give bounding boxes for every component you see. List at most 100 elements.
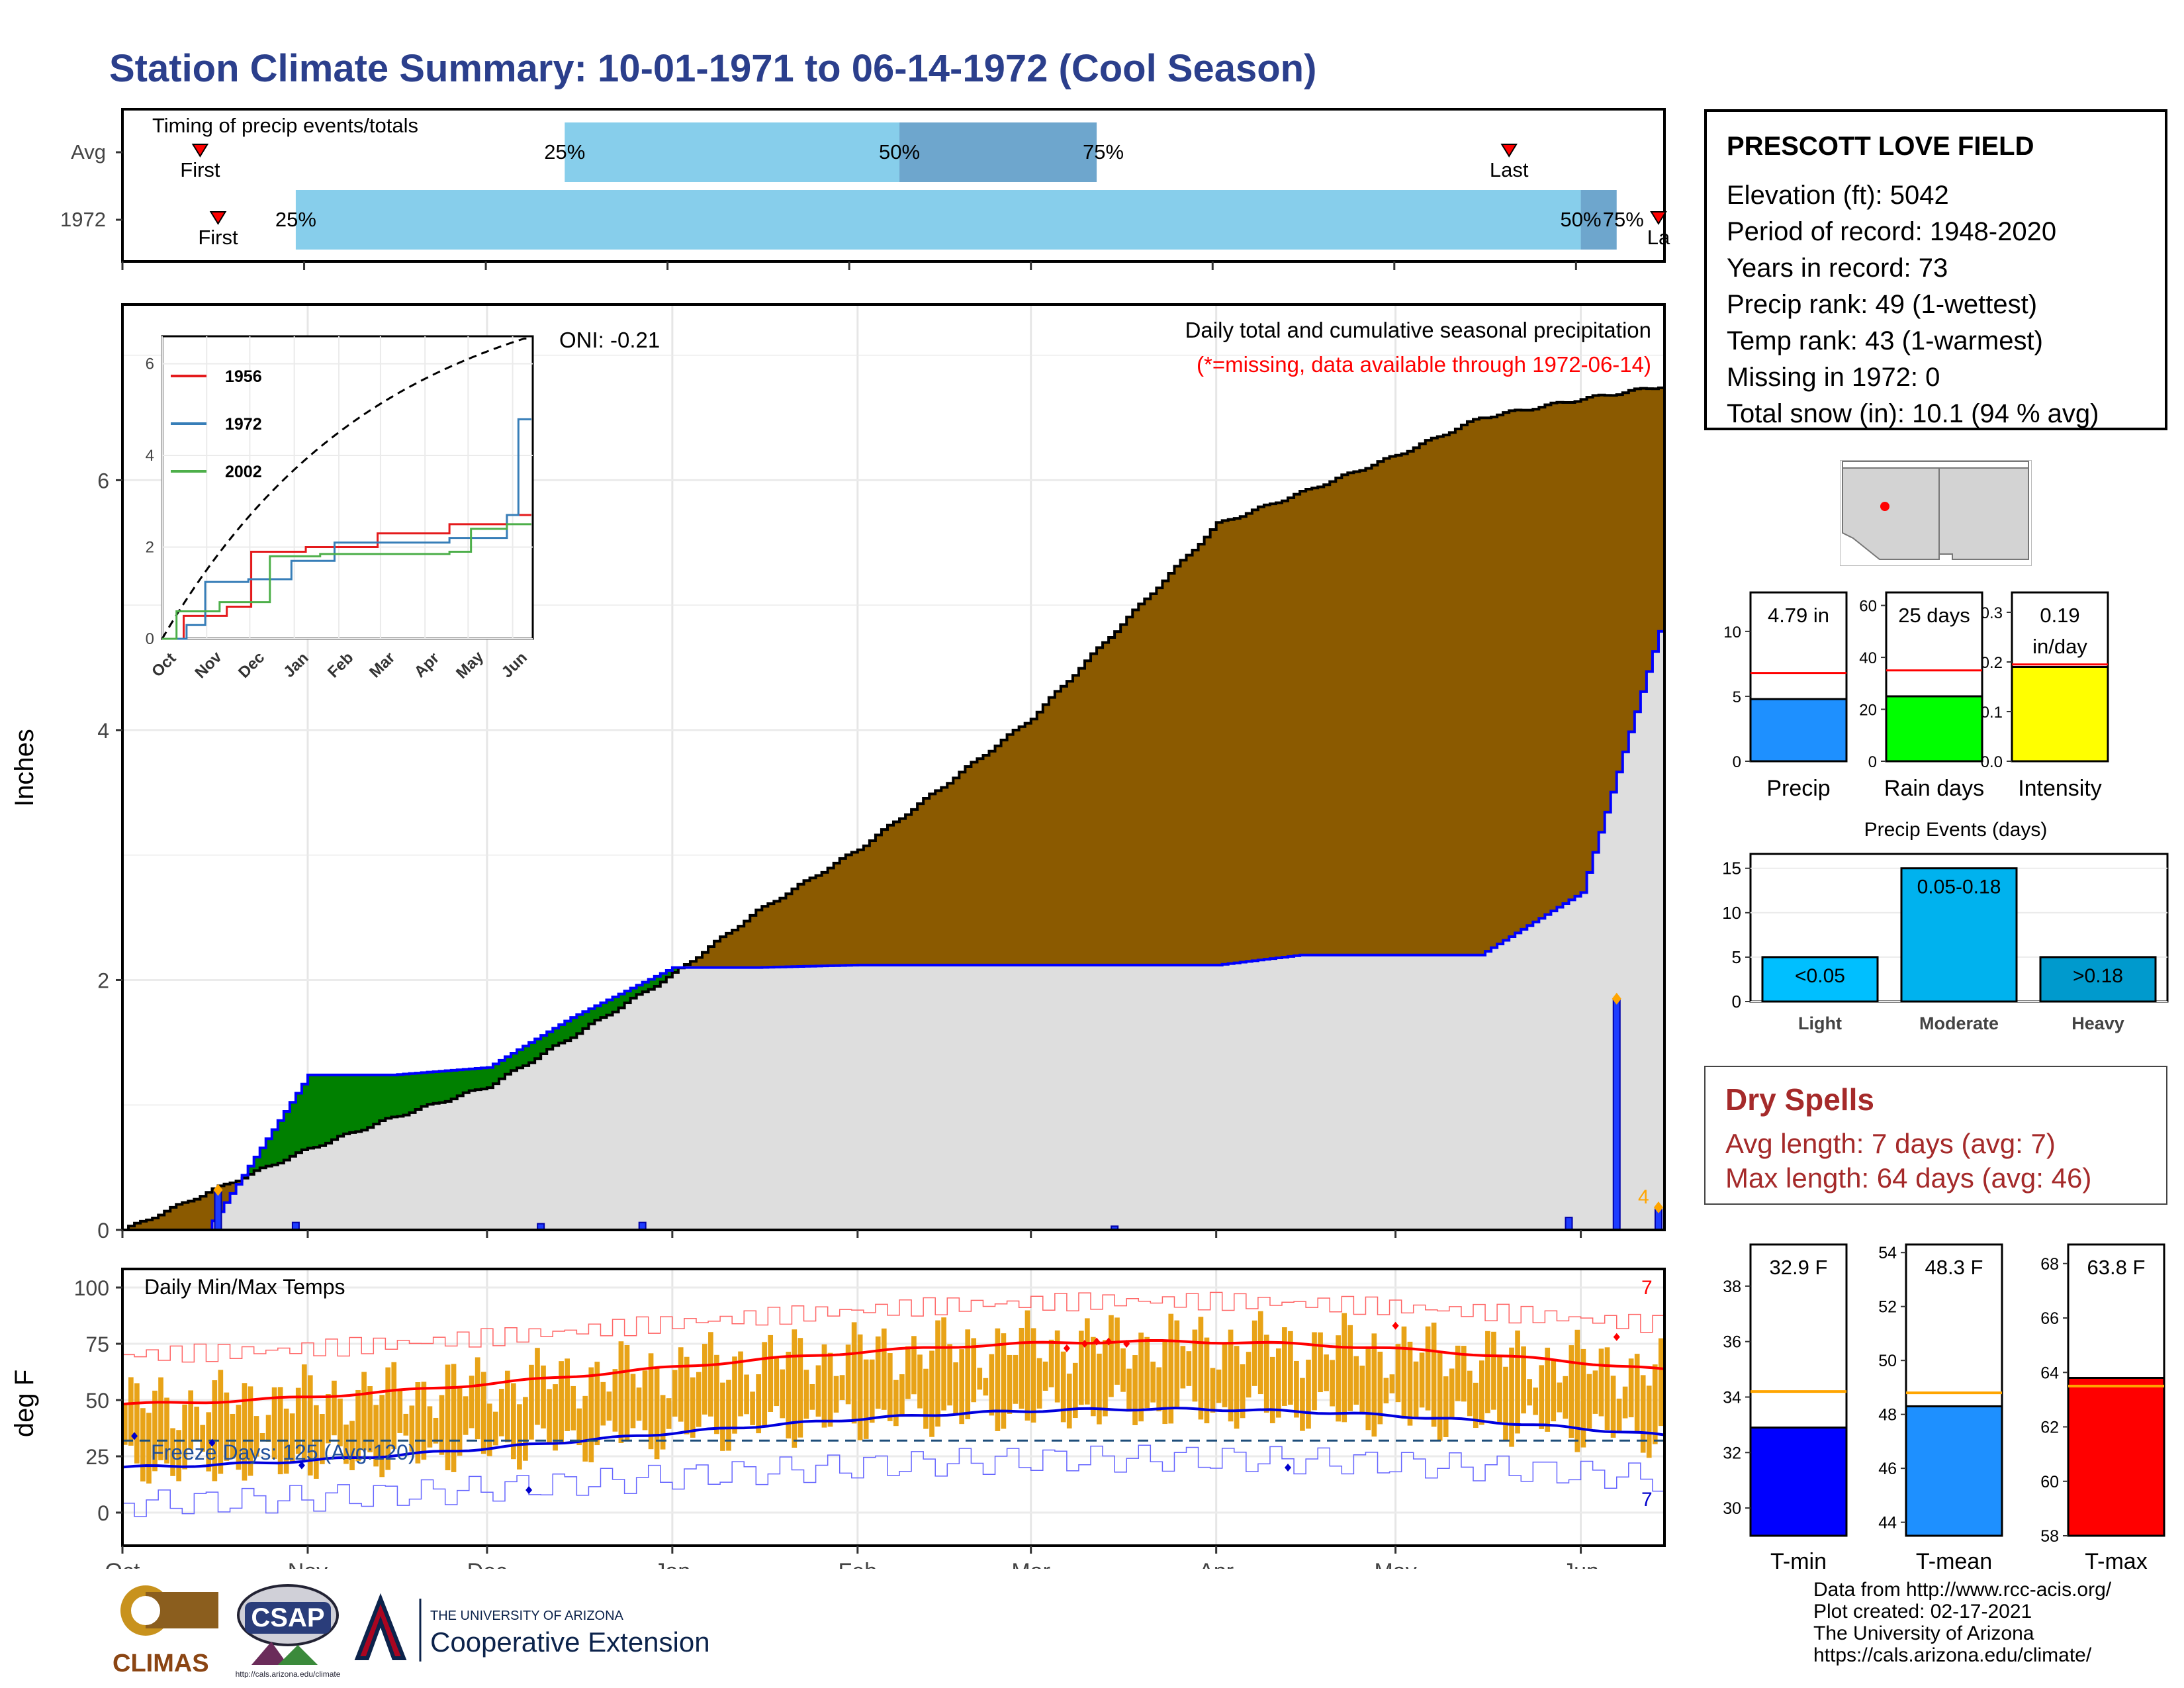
daily-temp-bar: [218, 1370, 224, 1474]
daily-temp-bar: [1240, 1364, 1246, 1419]
inset-frame: [161, 335, 534, 640]
daily-temp-bar: [1551, 1360, 1557, 1422]
csap-mountain: [251, 1642, 288, 1665]
daily-temp-bar: [863, 1359, 869, 1439]
station-temp-rank: Temp rank: 43 (1-warmest): [1727, 326, 2043, 355]
daily-temp-bar: [504, 1370, 510, 1442]
daily-temp-bar: [469, 1376, 475, 1429]
summary-value-label: 0.19: [2040, 604, 2079, 627]
daily-temp-bar: [1347, 1325, 1353, 1411]
daily-temp-bar: [547, 1389, 552, 1443]
timing-q25-label: 25%: [544, 140, 585, 164]
footer-line-org: The University of Arizona: [1813, 1622, 2034, 1644]
daily-temp-bar: [690, 1377, 696, 1438]
daily-temp-bar: [1168, 1313, 1174, 1424]
daily-temp-bar: [224, 1392, 230, 1461]
main-ytick-label: 0: [97, 1219, 109, 1243]
daily-precip-marker: [1653, 1201, 1663, 1214]
daily-temp-bar: [1263, 1335, 1269, 1413]
record-max-count: 7: [1641, 1277, 1653, 1299]
daily-temp-bar: [600, 1382, 606, 1426]
record-max-line: [122, 1291, 1665, 1363]
daily-temp-bar: [750, 1391, 755, 1425]
summary-category-label: Precip: [1766, 776, 1830, 801]
temp-summary-bars: 30 32 34 36 38 32.9 F T-min 44 46 48 50 52 54 48.3 F T…: [1723, 1243, 2165, 1574]
daily-temp-bar: [301, 1364, 307, 1462]
daily-temp-bar: [1126, 1368, 1132, 1412]
events-bar: [1900, 867, 2018, 1003]
temp-ytick-label: 25: [85, 1445, 109, 1469]
daily-temp-bar: [1455, 1345, 1461, 1401]
daily-temp-bar: [1634, 1354, 1640, 1433]
daily-temp-bar: [989, 1354, 995, 1416]
timing-bar-q50-q75: [1580, 190, 1617, 250]
summary-value-label: 25 days: [1898, 604, 1970, 627]
daily-temp-bar: [720, 1382, 725, 1451]
daily-temp-bar: [475, 1357, 480, 1440]
daily-temp-bar: [905, 1346, 911, 1399]
daily-temp-bar: [1269, 1356, 1275, 1424]
daily-temp-bar: [714, 1354, 719, 1434]
ua-logo: THE UNIVERSITY OF ARIZONA Cooperative Ex…: [354, 1593, 710, 1662]
summary-tick-label: 60: [1859, 598, 1877, 616]
daily-temp-bar: [959, 1349, 965, 1425]
inset-line-2002: [162, 523, 531, 640]
inset-ytick-label: 0: [146, 630, 154, 648]
inset-legend-label: 2002: [225, 463, 262, 481]
daily-temp-bar: [636, 1387, 642, 1421]
daily-temp-bar: [1389, 1374, 1395, 1393]
timing-q25-label: 25%: [275, 208, 316, 231]
tempbar-value-label: 48.3 F: [1925, 1256, 1983, 1279]
daily-temp-bar: [385, 1367, 391, 1470]
daily-temp-bar: [1042, 1361, 1048, 1391]
daily-temp-bar: [977, 1368, 983, 1390]
daily-temp-bar: [1437, 1350, 1443, 1441]
daily-temp-bar: [881, 1328, 887, 1410]
events-category-label: Moderate: [1919, 1013, 1999, 1033]
daily-temp-bar: [1138, 1333, 1144, 1422]
tempbar-tick-label: 50: [1878, 1352, 1897, 1370]
summary-tick-label: 5: [1733, 688, 1741, 706]
daily-temp-bar: [343, 1425, 349, 1464]
daily-temp-bar: [1342, 1313, 1347, 1423]
daily-temp-bar: [1198, 1317, 1204, 1420]
daily-temp-bar: [265, 1415, 271, 1442]
daily-temp-bar: [1622, 1386, 1628, 1419]
daily-temp-bar: [1097, 1353, 1102, 1425]
tempbar-category-label: T-mean: [1916, 1549, 1992, 1574]
daily-temp-bar: [367, 1386, 373, 1452]
daily-temp-bar: [1257, 1311, 1263, 1395]
daily-temp-bar: [1371, 1333, 1377, 1437]
daily-temp-bar: [1066, 1374, 1072, 1429]
temp-ytick-label: 100: [74, 1276, 109, 1300]
temp-ytick-label: 50: [85, 1389, 109, 1413]
daily-temp-bar: [1115, 1317, 1120, 1385]
daily-temp-bar: [1569, 1345, 1574, 1438]
daily-temp-bar: [242, 1383, 248, 1481]
daily-temp-bar: [338, 1398, 343, 1446]
summary-value-bar: [1885, 695, 1983, 763]
first-event-marker: [191, 144, 209, 158]
map-station-dot: [1880, 502, 1889, 511]
daily-temp-bar: [929, 1350, 934, 1437]
summary-tick-label: 0.3: [1981, 604, 2003, 622]
daily-temp-bar: [1072, 1362, 1078, 1419]
summary-bars: 0 5 10 4.79 in Precip 0 20 40 60 25 days Rain days…: [1723, 591, 2109, 801]
tempbar-tick-label: 64: [2040, 1364, 2059, 1382]
daily-temp-bar: [463, 1396, 469, 1435]
daily-temp-bar: [1162, 1340, 1168, 1425]
daily-precip-marker: [1612, 992, 1621, 1005]
daily-temp-bar: [553, 1384, 558, 1451]
tempbar-value-label: 32.9 F: [1770, 1256, 1828, 1279]
ua-line2: Cooperative Extension: [430, 1626, 710, 1658]
daily-temp-bar: [1294, 1360, 1299, 1418]
events-category-label: Heavy: [2071, 1013, 2124, 1033]
timing-chart: Timing of precip events/totals Avg 25% 50%…: [60, 108, 1670, 270]
station-years: Years in record: 73: [1727, 254, 1948, 283]
daily-temp-bar: [313, 1405, 319, 1479]
daily-temp-bar: [624, 1345, 630, 1441]
daily-temp-bar: [1515, 1331, 1520, 1434]
daily-temp-bar: [397, 1389, 403, 1433]
station-snow: Total snow (in): 10.1 (94 % avg): [1727, 399, 2099, 428]
